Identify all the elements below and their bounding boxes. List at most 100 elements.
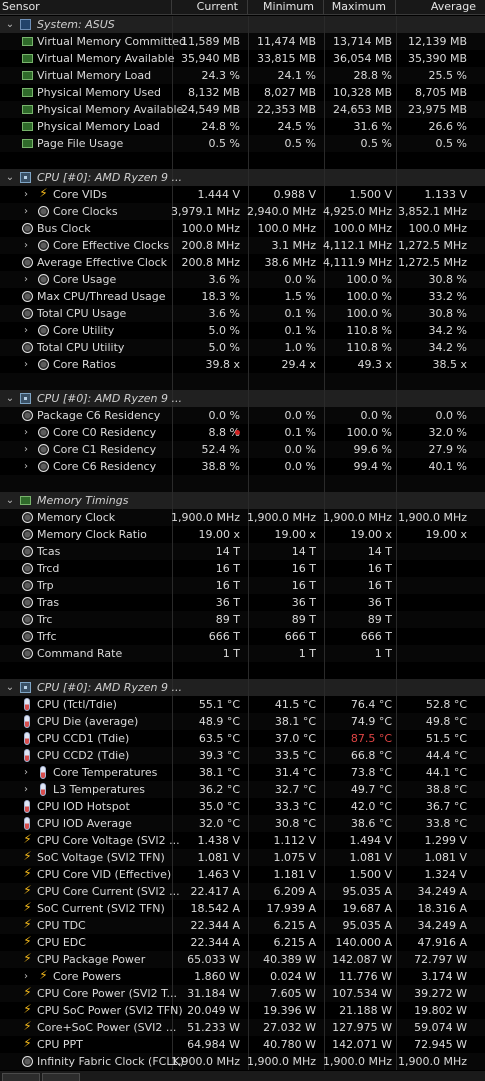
collapse-toggle[interactable]: ⌄ xyxy=(5,393,15,404)
expand-toggle[interactable]: › xyxy=(24,240,28,251)
sensor-row[interactable]: ⚡ Core+SoC Power (SVI2 ... 51.233 W 27.032 … xyxy=(0,1019,485,1036)
sensor-row[interactable]: CPU (Tctl/Tdie) 55.1 °C 41.5 °C 76.4 °C 52.8… xyxy=(0,696,485,713)
column-header-sensor[interactable]: Sensor xyxy=(0,0,172,15)
sensor-row[interactable]: Virtual Memory Available 35,940 MB 33,815 … xyxy=(0,50,485,67)
sensor-row[interactable]: CPU CCD2 (Tdie) 39.3 °C 33.5 °C 66.8 °C 44.4… xyxy=(0,747,485,764)
sensor-row[interactable]: Physical Memory Used 8,132 MB 8,027 MB 10,3… xyxy=(0,84,485,101)
sensor-row[interactable]: Average Effective Clock 200.8 MHz 38.6 MHz… xyxy=(0,254,485,271)
sensor-row[interactable]: Tcas 14 T 14 T 14 T xyxy=(0,543,485,560)
sensor-row[interactable]: CPU CCD1 (Tdie) 63.5 °C 37.0 °C 87.5 °C 51.5… xyxy=(0,730,485,747)
sensor-row[interactable]: ⚡ CPU EDC 22.344 A 6.215 A 140.000 A 47.916 A xyxy=(0,934,485,951)
group-header-row[interactable]: ⌄ CPU [#0]: AMD Ryzen 9 ... xyxy=(0,679,485,696)
toolbar-tab[interactable] xyxy=(2,1073,40,1081)
sensor-row[interactable]: Physical Memory Load 24.8 % 24.5 % 31.6 % 26… xyxy=(0,118,485,135)
sensor-row[interactable]: ⚡ CPU SoC Power (SVI2 TFN) 20.049 W 19.396 … xyxy=(0,1002,485,1019)
sensor-row[interactable]: › Core Usage 3.6 % 0.0 % 100.0 % 30.8 % xyxy=(0,271,485,288)
sensor-row[interactable]: Page File Usage 0.5 % 0.5 % 0.5 % 0.5 % xyxy=(0,135,485,152)
group-header-row[interactable]: ⌄ Memory Timings xyxy=(0,492,485,509)
sensor-row[interactable]: › Core Effective Clocks 200.8 MHz 3.1 MHz 4,… xyxy=(0,237,485,254)
sensor-row[interactable]: › Core C1 Residency 52.4 % 0.0 % 99.6 % 27.9 … xyxy=(0,441,485,458)
column-divider xyxy=(248,713,249,730)
value-maximum: 107.534 W xyxy=(332,987,392,1000)
expand-toggle[interactable]: › xyxy=(24,359,28,370)
sensor-row[interactable]: ⚡ CPU Core Power (SVI2 T... 31.184 W 7.605 … xyxy=(0,985,485,1002)
sensor-row[interactable]: Virtual Memory Load 24.3 % 24.1 % 28.8 % 25.… xyxy=(0,67,485,84)
sensor-row[interactable]: CPU Die (average) 48.9 °C 38.1 °C 74.9 °C 49… xyxy=(0,713,485,730)
sensor-row[interactable]: ⚡ CPU Core Voltage (SVI2 ... 1.438 V 1.112 … xyxy=(0,832,485,849)
sensor-row[interactable]: Trp 16 T 16 T 16 T xyxy=(0,577,485,594)
group-header-row[interactable]: ⌄ CPU [#0]: AMD Ryzen 9 ... xyxy=(0,390,485,407)
value-minimum: 40.780 W xyxy=(263,1038,316,1051)
sensor-row[interactable]: Max CPU/Thread Usage 18.3 % 1.5 % 100.0 % 33… xyxy=(0,288,485,305)
expand-toggle[interactable]: › xyxy=(24,189,28,200)
sensor-row[interactable]: Virtual Memory Committed 11,589 MB 11,474 … xyxy=(0,33,485,50)
column-header-average[interactable]: Average xyxy=(430,0,476,13)
sensor-row[interactable]: Trc 89 T 89 T 89 T xyxy=(0,611,485,628)
column-divider xyxy=(248,917,249,934)
expand-toggle[interactable]: › xyxy=(24,461,28,472)
expand-toggle[interactable]: › xyxy=(24,427,28,438)
sensor-row[interactable]: ⚡ CPU Core VID (Effective) 1.463 V 1.181 V 1… xyxy=(0,866,485,883)
expand-toggle[interactable]: › xyxy=(24,206,28,217)
column-header-maximum[interactable]: Maximum xyxy=(324,0,396,15)
sensor-row[interactable]: › Core C6 Residency 38.8 % 0.0 % 99.4 % 40.1 … xyxy=(0,458,485,475)
sensor-row[interactable]: ⚡ CPU Package Power 65.033 W 40.389 W 142.08… xyxy=(0,951,485,968)
expand-toggle[interactable]: › xyxy=(24,325,28,336)
sensor-row[interactable]: Package C6 Residency 0.0 % 0.0 % 0.0 % 0.0 % xyxy=(0,407,485,424)
group-header-row[interactable]: ⌄ CPU [#0]: AMD Ryzen 9 ... xyxy=(0,169,485,186)
sensor-label: CPU CCD2 (Tdie) xyxy=(37,749,130,762)
collapse-toggle[interactable]: ⌄ xyxy=(5,495,15,506)
column-divider xyxy=(324,934,325,951)
sensor-row[interactable]: ⚡ CPU TDC 22.344 A 6.215 A 95.035 A 34.249 A xyxy=(0,917,485,934)
sensor-row[interactable]: › ⚡ Core Powers 1.860 W 0.024 W 11.776 W 3.174… xyxy=(0,968,485,985)
value-maximum: 100.0 MHz xyxy=(333,222,392,235)
value-current: 65.033 W xyxy=(187,953,240,966)
expand-toggle[interactable]: › xyxy=(24,767,28,778)
expand-toggle[interactable]: › xyxy=(24,784,28,795)
collapse-toggle[interactable]: ⌄ xyxy=(5,682,15,693)
column-header-current[interactable]: Current xyxy=(172,0,248,15)
collapse-toggle[interactable]: ⌄ xyxy=(5,19,15,30)
sensor-row[interactable]: Memory Clock 1,900.0 MHz 1,900.0 MHz 1,900.… xyxy=(0,509,485,526)
sensor-row[interactable]: ⚡ SoC Voltage (SVI2 TFN) 1.081 V 1.075 V 1.0… xyxy=(0,849,485,866)
group-header-row[interactable]: ⌄ System: ASUS xyxy=(0,16,485,33)
value-average: 33.2 % xyxy=(428,290,467,303)
sensor-row[interactable]: Infinity Fabric Clock (FCLK) 1,900.0 MHz 1… xyxy=(0,1053,485,1070)
sensor-row[interactable]: ⚡ CPU PPT 64.984 W 40.780 W 142.071 W 72.945 … xyxy=(0,1036,485,1053)
sensor-row[interactable]: Command Rate 1 T 1 T 1 T xyxy=(0,645,485,662)
sensor-row[interactable]: ⚡ CPU Core Current (SVI2 ... 22.417 A 6.209… xyxy=(0,883,485,900)
sensor-row[interactable]: › Core Utility 5.0 % 0.1 % 110.8 % 34.2 % xyxy=(0,322,485,339)
column-divider xyxy=(248,33,249,50)
sensor-row[interactable]: › L3 Temperatures 36.2 °C 32.7 °C 49.7 °C 38.… xyxy=(0,781,485,798)
sensor-row[interactable]: › Core Ratios 39.8 x 29.4 x 49.3 x 38.5 x xyxy=(0,356,485,373)
sensor-row[interactable]: Total CPU Utility 5.0 % 1.0 % 110.8 % 34.2 % xyxy=(0,339,485,356)
sensor-row[interactable]: Trfc 666 T 666 T 666 T xyxy=(0,628,485,645)
sensor-row[interactable]: › Core Clocks 3,979.1 MHz 2,940.0 MHz 4,925.… xyxy=(0,203,485,220)
sensor-row[interactable]: CPU IOD Average 32.0 °C 30.8 °C 38.6 °C 33.8… xyxy=(0,815,485,832)
column-divider xyxy=(324,203,325,220)
column-divider xyxy=(248,611,249,628)
expand-toggle[interactable]: › xyxy=(24,274,28,285)
column-header-minimum[interactable]: Minimum xyxy=(248,0,324,15)
sensor-row[interactable]: › ⚡ Core VIDs 1.444 V 0.988 V 1.500 V 1.133 V xyxy=(0,186,485,203)
sensor-row[interactable]: Total CPU Usage 3.6 % 0.1 % 100.0 % 30.8 % xyxy=(0,305,485,322)
sensor-row[interactable]: Trcd 16 T 16 T 16 T xyxy=(0,560,485,577)
value-maximum: 4,111.9 MHz xyxy=(322,256,392,269)
value-maximum: 38.6 °C xyxy=(350,817,392,830)
sensor-row[interactable]: Physical Memory Available 24,549 MB 22,353… xyxy=(0,101,485,118)
expand-toggle[interactable]: › xyxy=(24,444,28,455)
sensor-row[interactable]: Memory Clock Ratio 19.00 x 19.00 x 19.00 x 1… xyxy=(0,526,485,543)
sensor-row[interactable]: CPU IOD Hotspot 35.0 °C 33.3 °C 42.0 °C 36.7… xyxy=(0,798,485,815)
expand-toggle[interactable]: › xyxy=(24,971,28,982)
value-average: 52.8 °C xyxy=(425,698,467,711)
sensor-row[interactable]: Bus Clock 100.0 MHz 100.0 MHz 100.0 MHz 100.… xyxy=(0,220,485,237)
sensor-label: SoC Voltage (SVI2 TFN) xyxy=(37,851,165,864)
sensor-row[interactable]: › Core C0 Residency 8.8 % 0.1 % 100.0 % 32.0 … xyxy=(0,424,485,441)
value-average: 1.081 V xyxy=(424,851,467,864)
toolbar-tab[interactable] xyxy=(42,1073,80,1081)
collapse-toggle[interactable]: ⌄ xyxy=(5,172,15,183)
sensor-row[interactable]: › Core Temperatures 38.1 °C 31.4 °C 73.8 °C 4… xyxy=(0,764,485,781)
column-divider xyxy=(396,577,397,594)
sensor-row[interactable]: Tras 36 T 36 T 36 T xyxy=(0,594,485,611)
sensor-row[interactable]: ⚡ SoC Current (SVI2 TFN) 18.542 A 17.939 A 1… xyxy=(0,900,485,917)
